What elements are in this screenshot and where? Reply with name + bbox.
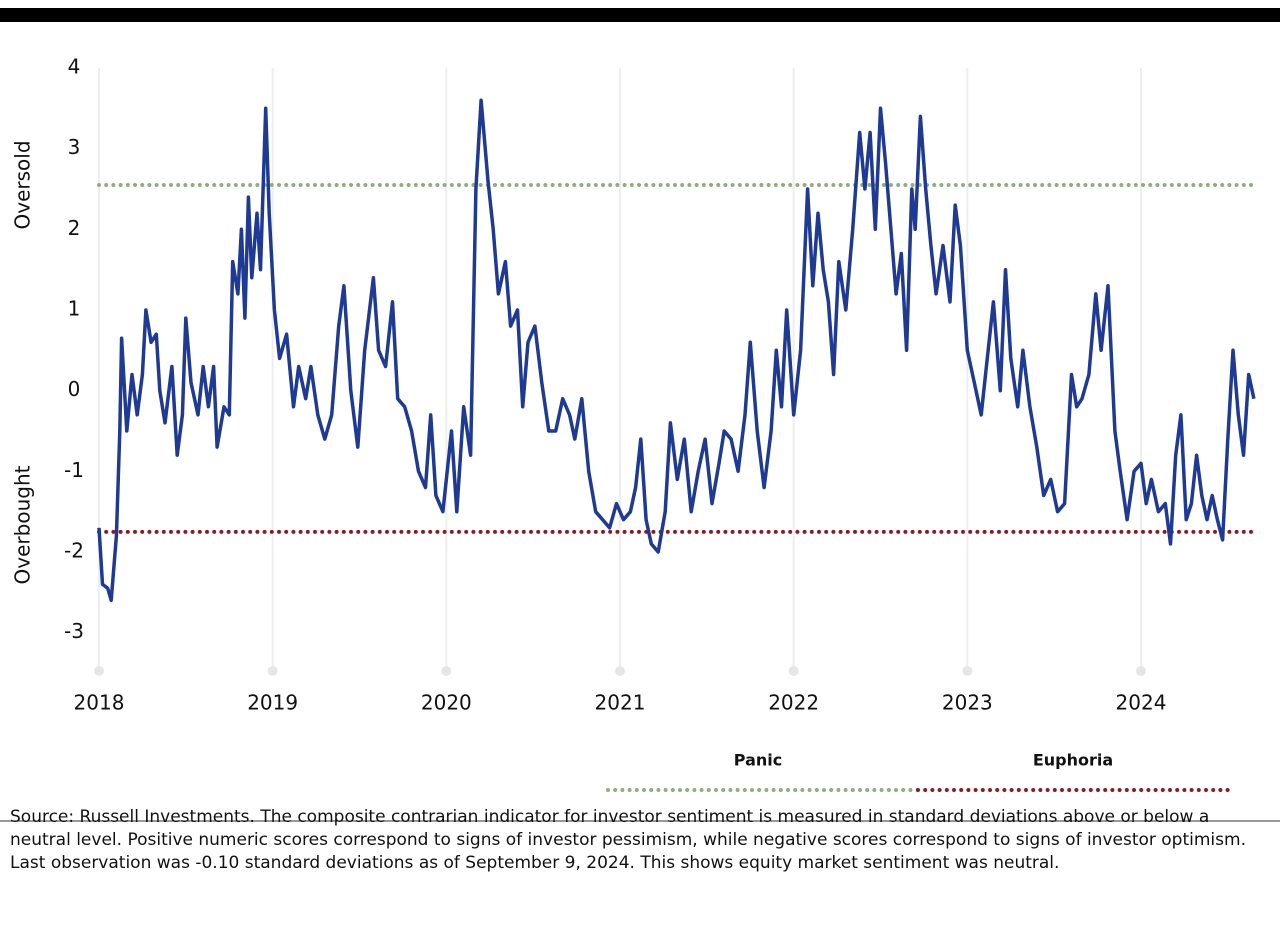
grid-dot <box>1136 666 1146 676</box>
x-tick-label: 2019 <box>247 691 298 715</box>
x-tick-label: 2024 <box>1116 691 1167 715</box>
y-tick-label: -3 <box>64 619 84 643</box>
y-tick-label: -2 <box>64 539 84 563</box>
y-tick-label: 3 <box>68 135 81 159</box>
y-tick-label: -1 <box>64 458 84 482</box>
y-tick-label: 2 <box>68 216 81 240</box>
grid-dot <box>788 666 799 676</box>
grid-dot <box>94 666 104 676</box>
y-tick-label: 4 <box>68 55 81 79</box>
legend-label: Panic <box>734 751 782 770</box>
y-tick-label: 0 <box>68 377 81 401</box>
x-tick-label: 2018 <box>74 691 125 715</box>
footnote-source: Source: Russell Investments. The composi… <box>10 807 1246 850</box>
footnote: Source: Russell Investments. The composi… <box>10 806 1272 875</box>
grid-dot <box>615 666 625 676</box>
x-tick-label: 2022 <box>768 691 819 715</box>
series-line <box>97 98 1256 603</box>
grid-dot <box>962 666 973 676</box>
chart: Oversold Overbought 2018 2019 2020 2021 2022… <box>0 8 1280 822</box>
x-tick-label: 2021 <box>595 691 646 715</box>
y-label-top: Oversold <box>11 140 35 229</box>
y-label-bottom: Overbought <box>11 465 35 584</box>
y-tick-label: 1 <box>68 297 81 321</box>
grid-dot <box>441 666 452 676</box>
x-tick-label: 2020 <box>421 691 472 715</box>
grid-dot <box>267 666 278 676</box>
legend-label: Euphoria <box>1033 751 1113 770</box>
top-bar <box>0 8 1280 22</box>
footnote-note: Last observation was -0.10 standard devi… <box>10 853 1060 873</box>
x-tick-label: 2023 <box>942 691 993 715</box>
